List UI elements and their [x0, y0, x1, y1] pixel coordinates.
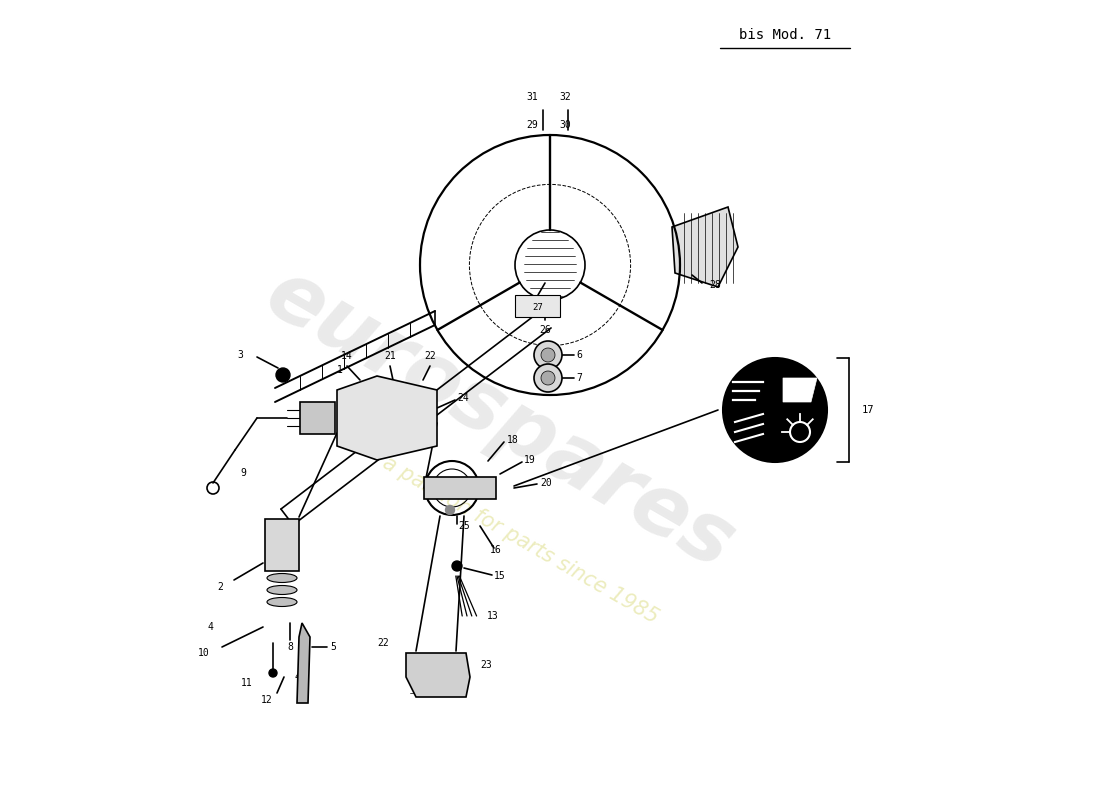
Text: 4: 4 — [294, 672, 300, 682]
Text: 16: 16 — [490, 545, 502, 555]
Polygon shape — [672, 207, 738, 287]
Polygon shape — [297, 623, 310, 703]
Text: 13: 13 — [487, 611, 498, 621]
Text: 1: 1 — [337, 365, 343, 375]
Polygon shape — [337, 376, 437, 460]
Text: 27: 27 — [532, 302, 543, 311]
Text: 29: 29 — [526, 120, 538, 130]
Bar — [265, 519, 299, 571]
Text: 4: 4 — [207, 622, 213, 632]
Text: 9: 9 — [240, 468, 246, 478]
Polygon shape — [406, 653, 470, 697]
Circle shape — [270, 669, 277, 677]
Text: 18: 18 — [507, 435, 519, 445]
Text: 10: 10 — [198, 648, 210, 658]
Text: 23: 23 — [480, 660, 492, 670]
Text: 17: 17 — [862, 405, 874, 415]
Circle shape — [541, 371, 556, 385]
Text: 22: 22 — [377, 638, 389, 648]
Polygon shape — [300, 402, 336, 434]
Text: 30: 30 — [559, 120, 571, 130]
Circle shape — [541, 348, 556, 362]
Ellipse shape — [267, 598, 297, 606]
Circle shape — [534, 364, 562, 392]
Text: 20: 20 — [540, 478, 552, 488]
Circle shape — [452, 561, 462, 571]
Text: 6: 6 — [576, 350, 582, 360]
Text: eurospares: eurospares — [252, 253, 748, 587]
Text: 14: 14 — [341, 351, 353, 361]
Text: 11: 11 — [241, 678, 253, 688]
Ellipse shape — [267, 586, 297, 594]
Text: 22: 22 — [425, 351, 436, 361]
Text: 32: 32 — [559, 92, 571, 102]
Text: 24: 24 — [456, 393, 469, 403]
Circle shape — [723, 358, 827, 462]
Text: 2: 2 — [217, 582, 223, 592]
Text: 3: 3 — [238, 350, 243, 360]
Polygon shape — [783, 378, 817, 402]
Text: 7: 7 — [576, 373, 582, 383]
Text: 5: 5 — [330, 642, 336, 652]
Text: 25: 25 — [458, 521, 470, 531]
Polygon shape — [424, 477, 496, 499]
Circle shape — [534, 341, 562, 369]
Circle shape — [444, 505, 455, 515]
Text: 28: 28 — [710, 280, 720, 290]
Text: 12: 12 — [261, 695, 273, 705]
Text: 31: 31 — [526, 92, 538, 102]
Text: 19: 19 — [524, 455, 536, 465]
Text: 21: 21 — [384, 351, 396, 361]
Circle shape — [276, 368, 290, 382]
Bar — [515, 295, 560, 317]
Text: a passion for parts since 1985: a passion for parts since 1985 — [378, 453, 661, 627]
Text: 26: 26 — [539, 325, 551, 335]
Ellipse shape — [267, 574, 297, 582]
Text: 15: 15 — [494, 571, 506, 581]
Text: 8: 8 — [287, 642, 293, 652]
Text: bis Mod. 71: bis Mod. 71 — [739, 28, 832, 42]
